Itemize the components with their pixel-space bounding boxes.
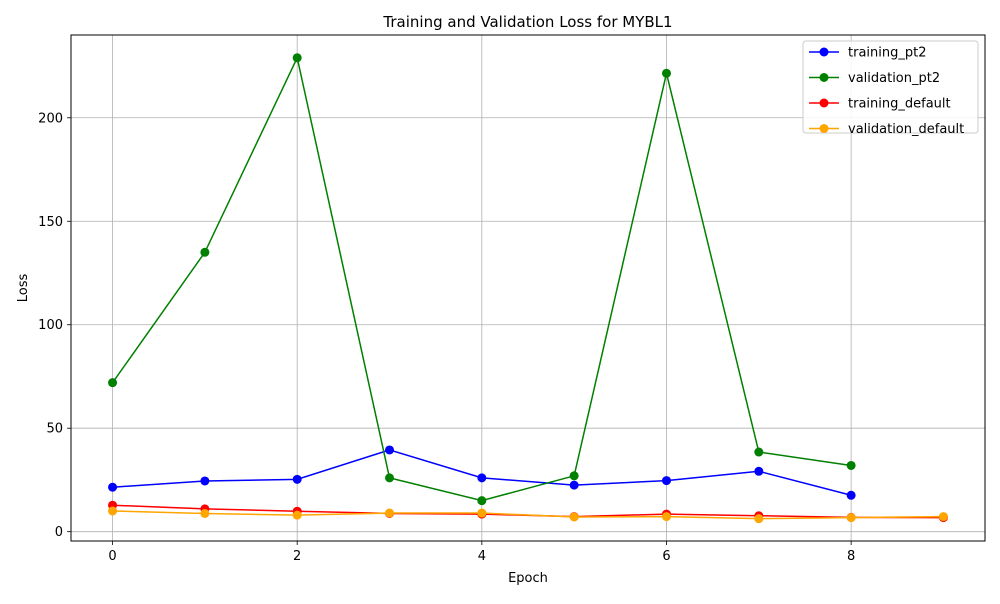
- series-validation_default: [108, 506, 948, 524]
- data-point-validation_default: [754, 514, 764, 524]
- legend-marker-validation_pt2: [819, 73, 829, 82]
- data-point-training_pt2: [846, 490, 856, 500]
- y-tick-label: 100: [38, 318, 63, 333]
- data-point-training_pt2: [477, 473, 487, 483]
- data-point-validation_pt2: [477, 496, 487, 506]
- legend-marker-training_pt2: [819, 47, 829, 57]
- legend-label-training_default: training_default: [848, 97, 951, 112]
- data-point-validation_default: [846, 513, 856, 523]
- data-point-training_pt2: [661, 476, 671, 486]
- legend-label-validation_default: validation_default: [848, 122, 964, 137]
- data-point-validation_default: [385, 508, 395, 518]
- data-point-validation_default: [477, 508, 487, 518]
- x-tick-label: 0: [108, 549, 116, 564]
- legend-box: [802, 40, 979, 134]
- data-point-validation_pt2: [108, 378, 118, 388]
- series-training_pt2: [108, 445, 856, 500]
- data-point-validation_default: [108, 506, 118, 516]
- data-point-validation_default: [292, 510, 302, 520]
- data-point-validation_pt2: [754, 447, 764, 457]
- data-point-training_pt2: [569, 480, 579, 490]
- legend-label-validation_pt2: validation_pt2: [848, 71, 940, 86]
- data-point-training_pt2: [108, 482, 118, 492]
- data-point-training_pt2: [754, 466, 764, 476]
- data-point-validation_pt2: [661, 68, 671, 78]
- x-tick-label: 8: [847, 549, 855, 564]
- axis-ticks: 0 2 4 6 8 0 50 100 150 200: [38, 111, 855, 564]
- data-point-validation_default: [938, 512, 948, 522]
- series-validation_pt2: [108, 53, 856, 506]
- data-point-validation_pt2: [385, 473, 395, 483]
- y-tick-label: 50: [46, 422, 63, 437]
- series-line-validation_default: [112, 510, 944, 520]
- data-point-validation_pt2: [292, 53, 302, 63]
- x-tick-label: 6: [662, 549, 670, 564]
- data-point-validation_pt2: [200, 247, 210, 257]
- x-tick-label: 2: [293, 549, 301, 564]
- chart-title: Training and Validation Loss for MYBL1: [382, 13, 672, 31]
- legend-marker-validation_default: [819, 124, 829, 133]
- x-axis-label: Epoch: [508, 571, 548, 586]
- y-tick-label: 200: [38, 111, 63, 126]
- legend-marker-training_default: [819, 98, 829, 108]
- data-point-training_pt2: [385, 445, 395, 455]
- series-training_default: [108, 500, 948, 523]
- plot-frame: [70, 34, 986, 542]
- data-point-validation_default: [200, 508, 210, 518]
- y-tick-label: 150: [38, 215, 63, 230]
- x-tick-label: 4: [478, 549, 486, 564]
- legend: training_pt2 validation_pt2 training_defau…: [802, 40, 979, 137]
- data-point-training_pt2: [200, 476, 210, 486]
- data-point-validation_default: [661, 512, 671, 522]
- legend-label-training_pt2: training_pt2: [848, 46, 926, 61]
- data-point-training_pt2: [292, 474, 302, 484]
- y-axis-label: Loss: [16, 274, 31, 303]
- data-point-validation_pt2: [569, 471, 579, 481]
- data-point-validation_default: [569, 512, 579, 522]
- y-tick-label: 0: [55, 525, 63, 540]
- series-layer: [108, 53, 948, 524]
- data-point-validation_pt2: [846, 460, 856, 470]
